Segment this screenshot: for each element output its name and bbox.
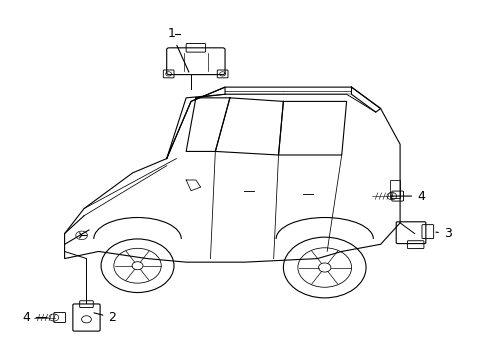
Text: 4: 4 xyxy=(22,311,47,324)
Text: 4: 4 xyxy=(390,190,424,203)
Text: 2: 2 xyxy=(94,311,116,324)
Text: 1: 1 xyxy=(167,27,188,72)
Text: 3: 3 xyxy=(435,227,451,240)
